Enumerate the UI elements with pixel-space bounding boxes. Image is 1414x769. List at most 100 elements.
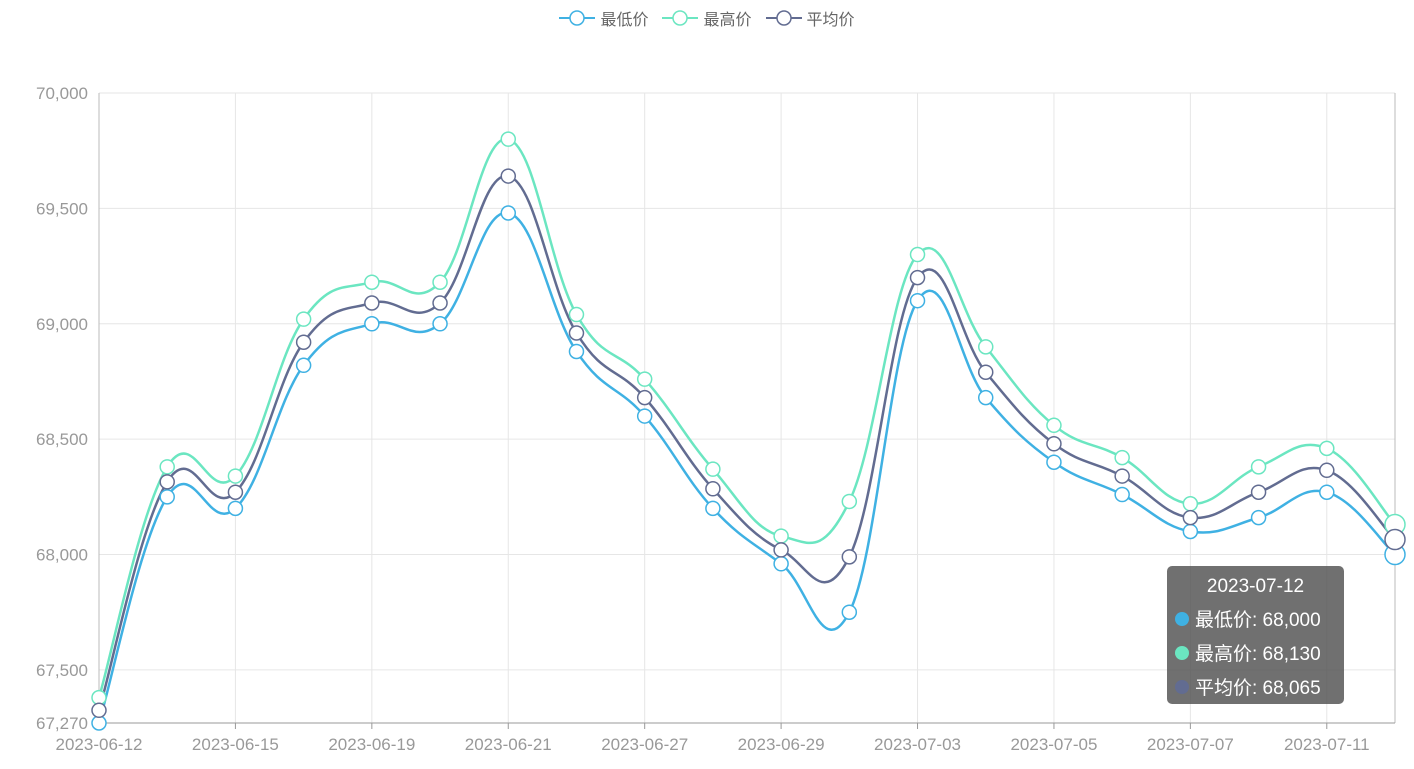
- x-tick-label: 2023-07-07: [1147, 735, 1234, 754]
- data-point-avg[interactable]: [1114, 468, 1130, 484]
- legend-avg-icon: [765, 10, 802, 26]
- legend-item-min[interactable]: 最低价: [559, 6, 648, 30]
- tooltip-dot-avg: [1175, 679, 1189, 694]
- legend-label-min: 最低价: [600, 12, 649, 29]
- data-point-max[interactable]: [295, 311, 312, 327]
- data-point-min[interactable]: [568, 343, 585, 360]
- data-point-min[interactable]: [773, 556, 789, 572]
- data-point-max[interactable]: [1046, 417, 1062, 434]
- data-point-max[interactable]: [1250, 459, 1267, 475]
- data-point-max[interactable]: [636, 371, 653, 387]
- data-point-avg[interactable]: [841, 549, 858, 565]
- legend-label-max: 最高价: [703, 12, 752, 29]
- data-point-avg[interactable]: [1319, 462, 1335, 479]
- data-point-avg[interactable]: [295, 334, 312, 350]
- tooltip-row-min: 最低价: 68,000: [1175, 605, 1336, 632]
- x-tick-label: 2023-06-29: [738, 735, 825, 754]
- y-tick-label: 68,500: [36, 430, 88, 449]
- data-point-min[interactable]: [500, 205, 517, 221]
- data-point-avg[interactable]: [977, 364, 994, 380]
- data-point-max[interactable]: [432, 274, 448, 290]
- axes: 67,270 67,500 68,000 68,500 69,000 69,500 70,0…: [36, 84, 1396, 754]
- data-point-max[interactable]: [159, 459, 175, 475]
- data-point-avg[interactable]: [432, 295, 448, 311]
- series-line-min: [97, 211, 1396, 724]
- y-tick-label: 69,000: [36, 315, 88, 334]
- tooltip-dot-min: [1175, 611, 1189, 626]
- data-point-max[interactable]: [227, 468, 244, 484]
- data-point-min[interactable]: [159, 489, 175, 505]
- x-tick-label: 2023-06-21: [465, 735, 552, 754]
- data-point-min[interactable]: [1046, 454, 1062, 470]
- data-point-avg[interactable]: [1182, 509, 1199, 526]
- tooltip-row-avg: 平均价: 68,065: [1175, 673, 1336, 700]
- data-point-max[interactable]: [500, 131, 517, 147]
- data-point-min[interactable]: [1182, 523, 1199, 540]
- data-point-min[interactable]: [705, 500, 721, 517]
- data-point-avg[interactable]: [1250, 484, 1267, 500]
- data-point-min[interactable]: [1319, 484, 1335, 500]
- data-point-min[interactable]: [432, 316, 448, 332]
- tooltip-label-min: 最低价: 68,000: [1195, 610, 1321, 631]
- y-tick-label: 67,270: [36, 714, 88, 733]
- tooltip-row-max: 最高价: 68,130: [1175, 639, 1336, 666]
- data-point-avg[interactable]: [91, 702, 107, 719]
- data-point-avg[interactable]: [773, 542, 789, 558]
- data-point-avg[interactable]: [500, 168, 517, 184]
- data-point-min[interactable]: [977, 389, 994, 406]
- data-point-min[interactable]: [364, 316, 380, 332]
- data-point-max[interactable]: [705, 461, 721, 477]
- x-tick-label: 2023-06-15: [192, 735, 279, 754]
- data-point-max[interactable]: [909, 246, 926, 263]
- x-tick-label: 2023-06-19: [328, 735, 415, 754]
- legend-max-icon: [662, 10, 699, 26]
- tooltip: 2023-07-12 最低价: 68,000 最高价: 68,130 平均价: …: [1167, 566, 1344, 704]
- x-tick-label: 2023-07-11: [1284, 735, 1370, 754]
- x-tick-label: 2023-06-27: [601, 735, 688, 754]
- data-point-avg[interactable]: [159, 474, 175, 490]
- data-point-min[interactable]: [1114, 486, 1130, 503]
- y-tick-label: 68,000: [36, 546, 88, 565]
- data-point-min[interactable]: [1250, 509, 1267, 526]
- data-point-max[interactable]: [773, 528, 789, 544]
- y-tick-label: 67,500: [36, 661, 88, 680]
- data-point-avg[interactable]: [227, 484, 244, 500]
- legend-item-avg[interactable]: 平均价: [765, 6, 855, 30]
- y-tick-label: 70,000: [36, 84, 88, 103]
- data-point-max[interactable]: [1182, 496, 1199, 512]
- data-point-max[interactable]: [841, 493, 858, 510]
- data-point-max[interactable]: [568, 306, 585, 323]
- tooltip-dot-max: [1175, 645, 1189, 660]
- data-point-min[interactable]: [91, 715, 107, 731]
- data-point-min[interactable]: [636, 408, 653, 424]
- series-layer: [91, 131, 1406, 731]
- data-point-max[interactable]: [364, 274, 380, 290]
- data-point-min[interactable]: [909, 292, 926, 309]
- tooltip-title: 2023-07-12: [1206, 576, 1305, 597]
- tooltip-label-avg: 平均价: 68,065: [1195, 678, 1321, 699]
- data-point-max[interactable]: [1319, 440, 1335, 457]
- x-tick-label: 2023-07-05: [1010, 735, 1097, 754]
- legend-min-icon: [559, 10, 596, 26]
- data-point-min[interactable]: [295, 357, 312, 374]
- y-tick-label: 69,500: [36, 199, 88, 218]
- legend-label-avg: 平均价: [806, 12, 855, 29]
- data-point-avg[interactable]: [568, 325, 585, 341]
- x-tick-label: 2023-07-03: [874, 735, 961, 754]
- data-point-min[interactable]: [841, 604, 858, 620]
- data-point-avg[interactable]: [364, 295, 380, 311]
- data-point-avg[interactable]: [1046, 436, 1062, 452]
- tooltip-label-max: 最高价: 68,130: [1195, 644, 1321, 665]
- data-point-max[interactable]: [1114, 449, 1130, 466]
- legend-item-max[interactable]: 最高价: [662, 6, 752, 30]
- legend: 最低价 最高价 平均价: [0, 6, 1414, 30]
- data-point-avg[interactable]: [1384, 528, 1406, 551]
- data-point-max[interactable]: [91, 689, 107, 706]
- data-point-min[interactable]: [227, 500, 244, 517]
- x-tick-label: 2023-06-12: [56, 735, 143, 754]
- data-point-max[interactable]: [977, 339, 994, 355]
- data-point-avg[interactable]: [705, 481, 721, 497]
- data-point-avg[interactable]: [909, 269, 926, 286]
- data-point-avg[interactable]: [636, 389, 653, 406]
